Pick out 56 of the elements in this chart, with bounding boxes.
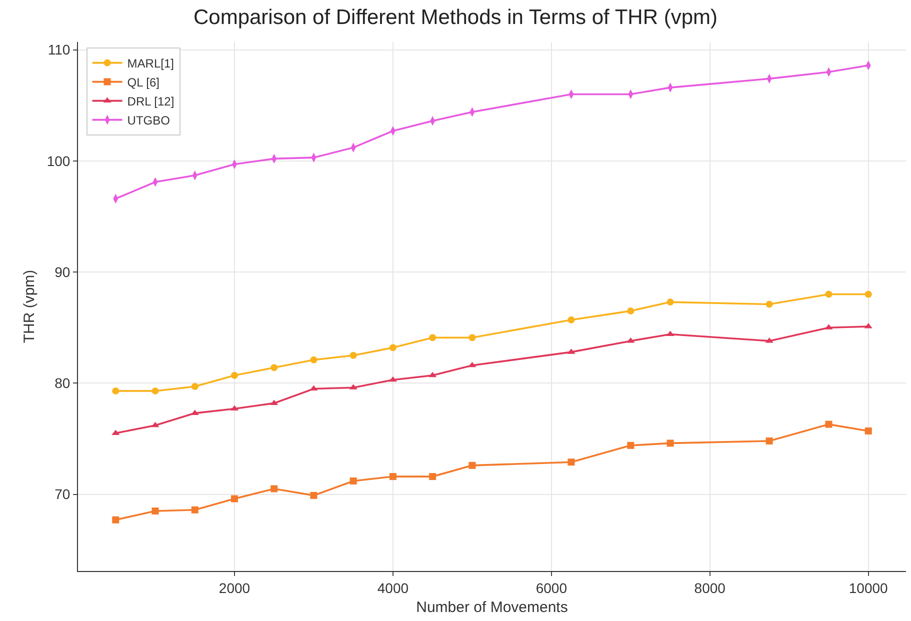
point [864, 290, 872, 298]
point [766, 437, 773, 444]
point [627, 307, 634, 314]
x-tick-label: 6000 [536, 580, 568, 596]
point [310, 492, 318, 499]
point [429, 334, 436, 342]
point [568, 316, 575, 324]
point [152, 387, 159, 394]
point [151, 422, 160, 428]
x-tick-label: 4000 [377, 580, 409, 596]
point [389, 344, 396, 352]
point [568, 458, 575, 466]
point [765, 337, 774, 343]
x-tick-label: 2000 [218, 580, 250, 596]
point [310, 356, 318, 364]
legend-label: MARL[1] [127, 56, 174, 70]
point [191, 506, 198, 514]
y-tick-label: 110 [48, 42, 70, 58]
y-tick-label: 90 [54, 264, 70, 280]
y-tick-label: 100 [46, 152, 70, 169]
x-axis-title: Number of Movements [416, 598, 568, 616]
point [230, 372, 238, 379]
legend-label: UTGBO [127, 113, 170, 128]
point [468, 462, 476, 469]
y-axis-title: THR (vpm) [21, 270, 38, 344]
point [270, 485, 278, 492]
point [864, 427, 872, 434]
point [468, 362, 476, 368]
point [350, 352, 357, 359]
point [112, 516, 120, 524]
point [666, 330, 674, 336]
point [666, 298, 674, 306]
legend-label: DRL [12] [127, 94, 174, 108]
point [270, 364, 278, 372]
chart-title: Comparison of Different Methods in Terms of THR (vpm) [193, 6, 718, 30]
point [825, 290, 832, 298]
point [626, 337, 635, 343]
point [388, 376, 397, 382]
point [468, 334, 476, 342]
point [191, 383, 198, 390]
point [350, 477, 357, 484]
point [428, 372, 437, 378]
legend-label: QL [6] [127, 75, 160, 90]
point [152, 507, 159, 514]
y-tick-label: 80 [54, 375, 70, 392]
point [429, 473, 436, 480]
x-tick-label: 10000 [848, 580, 888, 596]
point [825, 420, 832, 428]
y-tick-label: 70 [54, 486, 70, 502]
point [112, 387, 120, 394]
point [766, 300, 773, 308]
point [230, 495, 238, 502]
point [627, 442, 634, 449]
x-tick-label: 8000 [694, 580, 726, 596]
point [666, 440, 674, 447]
point [389, 473, 396, 480]
